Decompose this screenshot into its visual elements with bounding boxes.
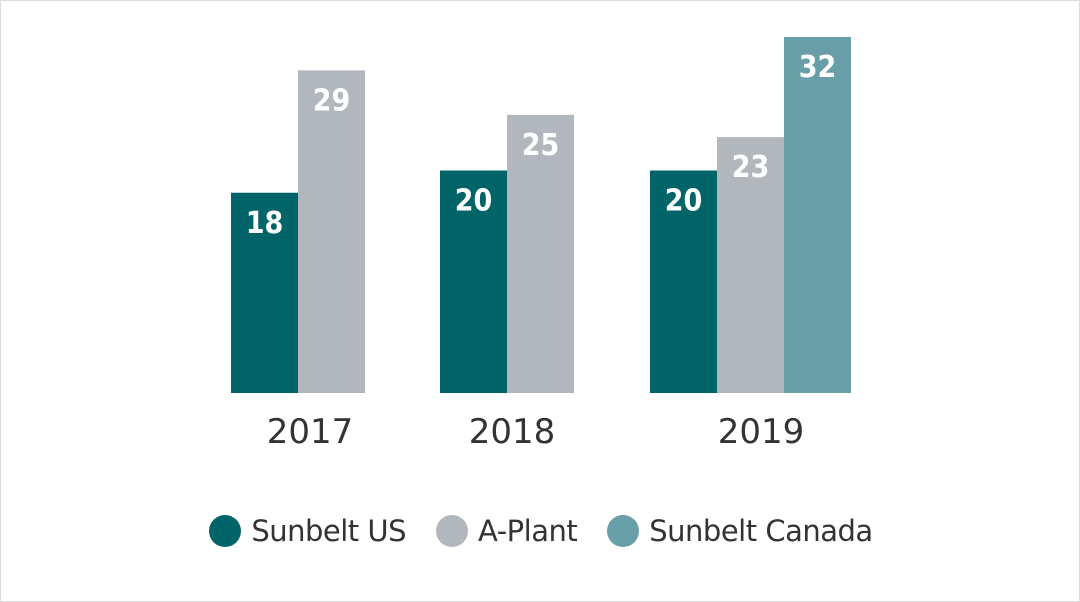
bar-chart: 18 29 2017 20 25 2018 20 23 32 2019 <box>231 37 851 452</box>
legend-swatch-sunbelt-us <box>209 515 242 547</box>
x-tick-label-2017: 2017 <box>267 412 354 452</box>
bar-sunbelt-us-2018 <box>440 170 507 393</box>
legend-label-sunbelt-us: Sunbelt US <box>251 514 407 548</box>
data-label-sunbelt-us-2017: 18 <box>246 206 284 241</box>
legend-item-sunbelt-us: Sunbelt US <box>209 514 407 548</box>
x-tick-label-2019: 2019 <box>718 412 805 452</box>
data-label-sunbelt-us-2018: 20 <box>455 184 493 219</box>
legend-swatch-a-plant <box>436 515 469 547</box>
legend: Sunbelt US A-Plant Sunbelt Canada <box>1 509 1080 553</box>
x-tick-label-2018: 2018 <box>469 412 556 452</box>
legend-item-sunbelt-canada: Sunbelt Canada <box>607 514 873 548</box>
legend-label-a-plant: A-Plant <box>478 514 578 548</box>
data-label-sunbelt-us-2019: 20 <box>665 184 703 219</box>
data-label-a-plant-2017: 29 <box>313 83 351 118</box>
legend-swatch-sunbelt-canada <box>607 515 640 547</box>
bar-sunbelt-us-2019 <box>650 170 717 393</box>
data-label-a-plant-2019: 23 <box>732 150 770 185</box>
legend-label-sunbelt-canada: Sunbelt Canada <box>649 514 873 548</box>
data-label-sunbelt-canada-2019: 32 <box>799 50 837 85</box>
bar-a-plant-2019 <box>717 137 784 393</box>
data-label-a-plant-2018: 25 <box>522 128 560 163</box>
bar-sunbelt-us-2017 <box>231 192 298 393</box>
bar-sunbelt-canada-2019 <box>784 37 851 393</box>
bar-a-plant-2017 <box>298 70 365 393</box>
legend-item-a-plant: A-Plant <box>436 514 578 548</box>
bar-a-plant-2018 <box>507 114 574 393</box>
